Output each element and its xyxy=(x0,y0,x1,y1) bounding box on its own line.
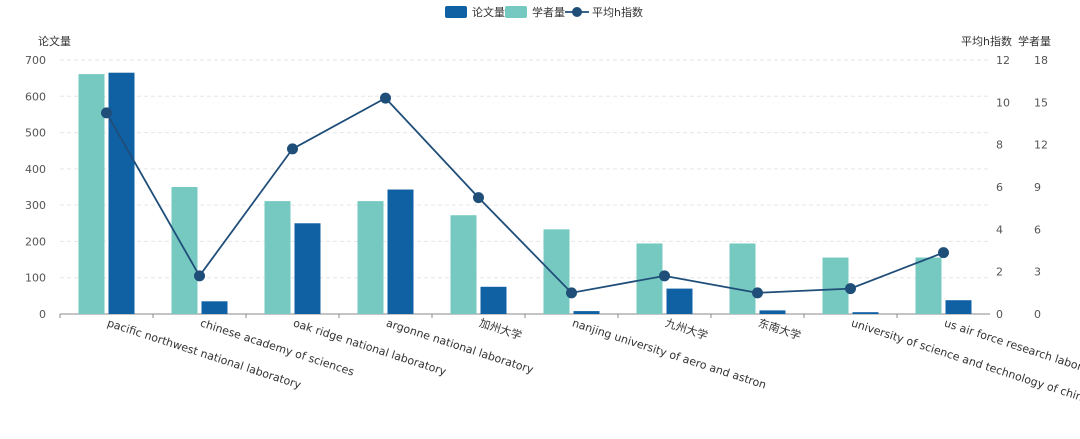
right-axis-h-tick-label: 4 xyxy=(996,223,1003,236)
point-avg-h-index[interactable] xyxy=(473,192,484,204)
point-avg-h-index[interactable] xyxy=(845,283,856,295)
bar-layer xyxy=(78,72,972,314)
left-axis-tick-label: 300 xyxy=(25,199,46,212)
legend-label: 论文量 xyxy=(472,5,505,19)
point-avg-h-index[interactable] xyxy=(566,287,577,299)
legend-item-papers[interactable]: 论文量 xyxy=(445,5,505,19)
legend-label: 学者量 xyxy=(532,5,565,19)
right-axis-h-title: 平均h指数 xyxy=(961,34,1012,48)
bar-scholars[interactable] xyxy=(264,201,291,314)
right-axis-h-tick-label: 12 xyxy=(996,54,1010,67)
bar-papers[interactable] xyxy=(945,300,972,314)
bar-papers[interactable] xyxy=(759,310,786,314)
point-avg-h-index[interactable] xyxy=(287,143,298,155)
left-axis-tick-label: 600 xyxy=(25,90,46,103)
right-axis-scholar-tick-label: 9 xyxy=(1034,181,1041,194)
x-axis-category-label: 东南大学 xyxy=(757,316,803,343)
grid-layer xyxy=(60,59,990,315)
right-axis-scholar-tick-label: 15 xyxy=(1034,96,1048,109)
bar-scholars[interactable] xyxy=(450,215,477,314)
bar-papers[interactable] xyxy=(201,301,228,314)
right-axis-scholar-tick-label: 12 xyxy=(1034,139,1048,152)
point-avg-h-index[interactable] xyxy=(194,270,205,282)
x-axis-category-label: argonne national laboratory xyxy=(385,316,536,376)
bar-scholars[interactable] xyxy=(78,74,105,314)
left-axis-tick-label: 500 xyxy=(25,127,46,140)
legend[interactable]: 论文量 学者量 平均h指数 xyxy=(445,5,643,19)
bar-papers[interactable] xyxy=(480,286,507,314)
point-avg-h-index[interactable] xyxy=(659,270,670,282)
bar-papers[interactable] xyxy=(294,223,321,314)
left-axis-tick-label: 0 xyxy=(39,308,46,321)
right-axis-h-tick-label: 8 xyxy=(996,139,1003,152)
x-axis-category-label: 九州大学 xyxy=(664,316,710,343)
line-layer xyxy=(101,92,949,299)
right-axis-h-tick-label: 6 xyxy=(996,181,1003,194)
bar-papers[interactable] xyxy=(108,72,135,314)
x-axis-category-label: chinese academy of sciences xyxy=(199,316,356,378)
bar-papers[interactable] xyxy=(573,311,600,314)
bar-papers[interactable] xyxy=(852,312,879,314)
bar-scholars[interactable] xyxy=(729,243,756,314)
point-avg-h-index[interactable] xyxy=(380,92,391,104)
legend-swatch xyxy=(505,6,527,18)
right-axis-scholar-tick-label: 0 xyxy=(1034,308,1041,321)
right-axis-scholar-tick-label: 6 xyxy=(1034,223,1041,236)
axis-layer: 0 100 200 300 400 500 600 700 0 2 4 6 8 10 12 0 3 6 9 12 15 1… xyxy=(25,34,1051,321)
label-layer: pacific northwest national laboratorychi… xyxy=(106,316,1080,406)
point-avg-h-index[interactable] xyxy=(752,287,763,299)
legend-item-avg-h-index[interactable]: 平均h指数 xyxy=(565,5,643,19)
left-axis-tick-label: 400 xyxy=(25,163,46,176)
bar-scholars[interactable] xyxy=(915,257,942,314)
bar-scholars[interactable] xyxy=(357,201,384,314)
legend-label: 平均h指数 xyxy=(592,5,643,19)
right-axis-h-tick-label: 0 xyxy=(996,308,1003,321)
x-axis-category-label: oak ridge national laboratory xyxy=(292,316,449,378)
bar-papers[interactable] xyxy=(387,189,414,314)
point-avg-h-index[interactable] xyxy=(938,247,949,259)
legend-swatch xyxy=(445,6,467,18)
point-avg-h-index[interactable] xyxy=(101,107,112,119)
right-axis-scholar-tick-label: 18 xyxy=(1034,54,1048,67)
bar-scholars[interactable] xyxy=(822,257,849,314)
right-axis-h-tick-label: 10 xyxy=(996,96,1010,109)
right-axis-scholar-tick-label: 3 xyxy=(1034,266,1041,279)
right-axis-h-tick-label: 2 xyxy=(996,266,1003,279)
bar-papers[interactable] xyxy=(666,288,693,314)
right-axis-scholar-title: 学者量 xyxy=(1018,34,1051,48)
bar-scholars[interactable] xyxy=(543,229,570,314)
left-axis-tick-label: 100 xyxy=(25,272,46,285)
legend-item-scholars[interactable]: 学者量 xyxy=(505,5,565,19)
line-avg-h-index xyxy=(105,96,944,294)
legend-swatch-dot xyxy=(572,7,582,17)
x-axis-category-label: 加州大学 xyxy=(478,316,524,343)
left-axis-tick-label: 700 xyxy=(25,54,46,67)
left-axis-title: 论文量 xyxy=(38,34,71,48)
left-axis-tick-label: 200 xyxy=(25,235,46,248)
